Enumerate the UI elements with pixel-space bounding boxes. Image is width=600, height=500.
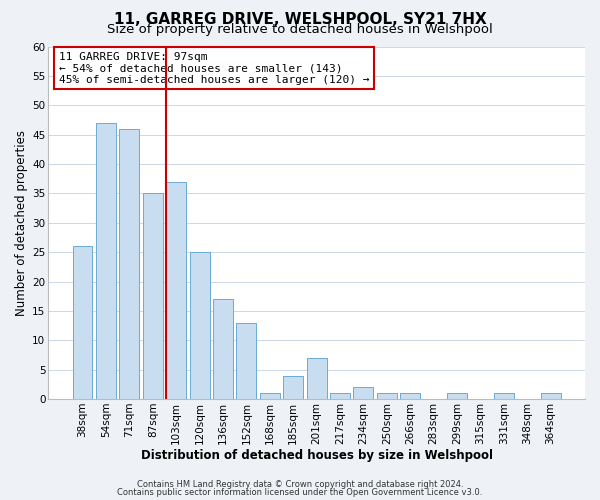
Bar	[447, 393, 467, 399]
Bar	[73, 246, 92, 399]
Bar	[143, 194, 163, 399]
Text: Contains public sector information licensed under the Open Government Licence v3: Contains public sector information licen…	[118, 488, 482, 497]
Text: Size of property relative to detached houses in Welshpool: Size of property relative to detached ho…	[107, 24, 493, 36]
Bar	[307, 358, 326, 399]
Bar	[213, 299, 233, 399]
Bar	[96, 123, 116, 399]
Bar	[166, 182, 186, 399]
Text: 11, GARREG DRIVE, WELSHPOOL, SY21 7HX: 11, GARREG DRIVE, WELSHPOOL, SY21 7HX	[113, 12, 487, 28]
Bar	[377, 393, 397, 399]
X-axis label: Distribution of detached houses by size in Welshpool: Distribution of detached houses by size …	[140, 450, 493, 462]
Text: 11 GARREG DRIVE: 97sqm
← 54% of detached houses are smaller (143)
45% of semi-de: 11 GARREG DRIVE: 97sqm ← 54% of detached…	[59, 52, 370, 85]
Bar	[119, 129, 139, 399]
Bar	[260, 393, 280, 399]
Y-axis label: Number of detached properties: Number of detached properties	[15, 130, 28, 316]
Bar	[236, 322, 256, 399]
Bar	[283, 376, 303, 399]
Bar	[400, 393, 420, 399]
Text: Contains HM Land Registry data © Crown copyright and database right 2024.: Contains HM Land Registry data © Crown c…	[137, 480, 463, 489]
Bar	[541, 393, 560, 399]
Bar	[494, 393, 514, 399]
Bar	[190, 252, 209, 399]
Bar	[330, 393, 350, 399]
Bar	[353, 388, 373, 399]
